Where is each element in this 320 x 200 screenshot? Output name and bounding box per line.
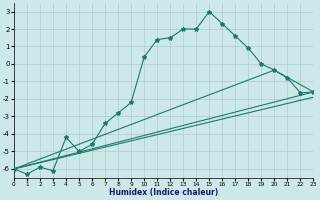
X-axis label: Humidex (Indice chaleur): Humidex (Indice chaleur) xyxy=(109,188,218,197)
